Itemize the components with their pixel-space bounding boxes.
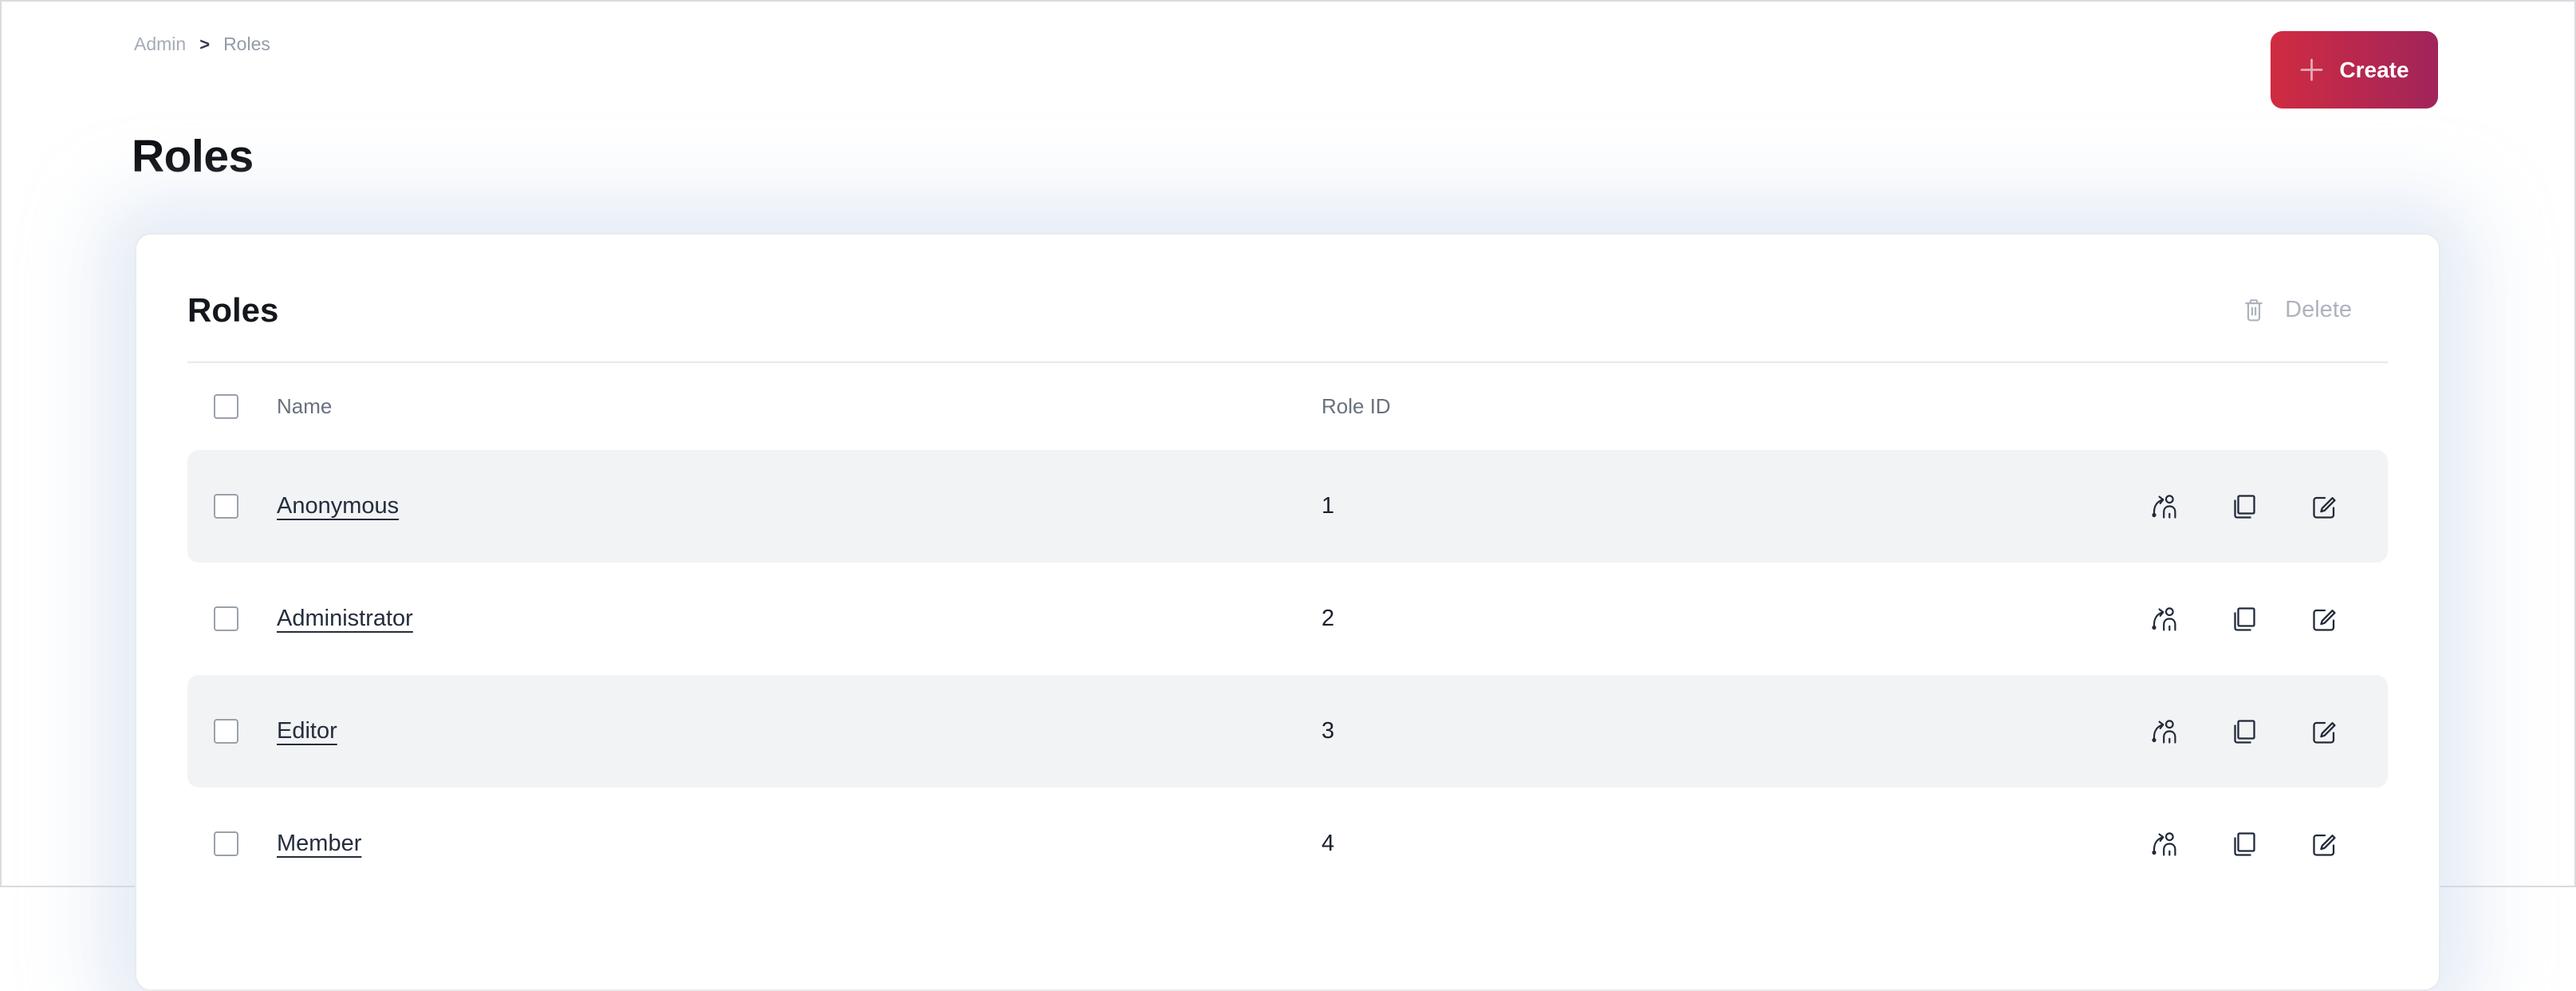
- assign-users-button[interactable]: [2149, 492, 2178, 521]
- table-row: Anonymous 1: [187, 450, 2388, 563]
- row-checkbox[interactable]: [214, 719, 238, 744]
- create-button-label: Create: [2339, 57, 2409, 82]
- copy-icon: [2234, 494, 2255, 519]
- edit-icon: [2313, 721, 2336, 744]
- copy-button[interactable]: [2229, 830, 2258, 859]
- breadcrumb-separator-icon: >: [199, 34, 211, 54]
- column-header-name: Name: [277, 394, 333, 418]
- role-name-link[interactable]: Anonymous: [277, 493, 400, 519]
- assign-users-button[interactable]: [2149, 605, 2178, 634]
- edit-icon: [2313, 496, 2336, 519]
- copy-button[interactable]: [2229, 492, 2258, 521]
- edit-button[interactable]: [2309, 717, 2338, 746]
- role-id-value: 1: [1321, 493, 1335, 519]
- plus-icon: [2301, 58, 2323, 81]
- edit-button[interactable]: [2309, 830, 2338, 859]
- trash-icon: [2245, 298, 2263, 322]
- card-title: Roles: [187, 290, 279, 329]
- row-checkbox[interactable]: [214, 831, 238, 856]
- table-row: Member 4: [187, 788, 2388, 900]
- delete-button-label: Delete: [2285, 297, 2352, 322]
- copy-icon: [2234, 719, 2255, 744]
- row-actions: [2149, 717, 2338, 746]
- delete-button[interactable]: Delete: [2242, 297, 2388, 323]
- row-actions: [2149, 492, 2338, 521]
- copy-icon: [2234, 606, 2255, 631]
- role-name-link[interactable]: Editor: [277, 718, 337, 744]
- create-button[interactable]: Create: [2271, 31, 2438, 109]
- edit-icon: [2313, 609, 2336, 631]
- assign-users-icon: [2152, 719, 2176, 744]
- breadcrumb: Admin > Roles: [134, 34, 270, 55]
- divider: [187, 361, 2388, 363]
- breadcrumb-link-admin[interactable]: Admin: [134, 34, 187, 54]
- edit-icon: [2313, 834, 2336, 856]
- role-id-value: 3: [1321, 718, 1335, 744]
- roles-table: Name Role ID Anonymous 1: [187, 363, 2388, 900]
- table-body: Anonymous 1: [187, 450, 2388, 900]
- copy-icon: [2234, 831, 2255, 856]
- row-actions: [2149, 830, 2338, 859]
- table-row: Editor 3: [187, 675, 2388, 788]
- assign-users-icon: [2152, 831, 2176, 856]
- role-name-link[interactable]: Administrator: [277, 606, 413, 631]
- role-id-value: 4: [1321, 831, 1335, 856]
- select-all-checkbox[interactable]: [214, 394, 238, 419]
- row-checkbox[interactable]: [214, 606, 238, 631]
- role-id-value: 2: [1321, 606, 1335, 631]
- card-header: Roles Delete: [136, 235, 2439, 361]
- breadcrumb-current: Roles: [223, 34, 270, 54]
- column-header-role-id: Role ID: [1321, 394, 1391, 418]
- roles-card: Roles Delete Name Role ID Anonymous 1: [135, 233, 2440, 991]
- row-actions: [2149, 605, 2338, 634]
- table-row: Administrator 2: [187, 563, 2388, 675]
- page-title: Roles: [132, 131, 254, 182]
- assign-users-button[interactable]: [2149, 830, 2178, 859]
- assign-users-icon: [2152, 606, 2176, 631]
- copy-button[interactable]: [2229, 605, 2258, 634]
- row-checkbox[interactable]: [214, 494, 238, 519]
- assign-users-icon: [2152, 494, 2176, 519]
- table-header-row: Name Role ID: [187, 363, 2388, 450]
- edit-button[interactable]: [2309, 492, 2338, 521]
- edit-button[interactable]: [2309, 605, 2338, 634]
- assign-users-button[interactable]: [2149, 717, 2178, 746]
- copy-button[interactable]: [2229, 717, 2258, 746]
- role-name-link[interactable]: Member: [277, 831, 362, 856]
